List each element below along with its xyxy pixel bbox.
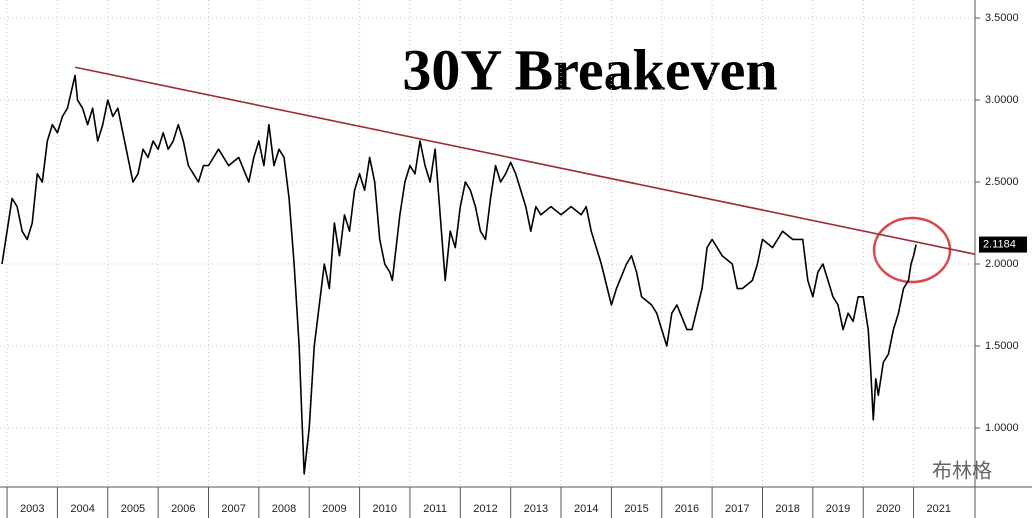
y-tick-label: 3.0000 (985, 94, 1019, 106)
x-tick-label: 2010 (373, 503, 397, 515)
x-tick-label: 2018 (775, 503, 799, 515)
x-tick-label: 2012 (473, 503, 497, 515)
x-tick-label: 2016 (675, 503, 699, 515)
x-tick-label: 2009 (322, 503, 346, 515)
x-tick-label: 2017 (725, 503, 749, 515)
x-tick-label: 2008 (272, 503, 296, 515)
x-tick-label: 2011 (423, 503, 447, 515)
trend-line (74, 66, 976, 255)
y-tick-label: 1.0000 (985, 422, 1019, 434)
x-tick-label: 2019 (826, 503, 850, 515)
data-line (1, 74, 917, 475)
last-value-box (979, 236, 1027, 253)
watermark: 布林格 (932, 459, 992, 483)
last-value-label: 2.1184 (983, 238, 1016, 250)
x-tick-label: 2006 (171, 503, 195, 515)
x-tick-label: 2021 (926, 503, 950, 515)
x-tick-label: 2007 (221, 503, 245, 515)
x-tick-label: 2014 (574, 503, 598, 515)
x-tick-label: 2013 (524, 503, 548, 515)
chart-title: 30Y Breakeven (402, 37, 777, 102)
y-tick-label: 3.5000 (985, 12, 1019, 24)
x-tick-label: 2005 (121, 503, 145, 515)
x-tick-label: 2020 (876, 503, 900, 515)
y-tick-label: 2.5000 (985, 176, 1019, 188)
x-tick-label: 2004 (70, 503, 94, 515)
highlight-circle (872, 216, 952, 284)
x-tick-label: 2015 (624, 503, 648, 515)
y-tick-label: 2.0000 (985, 258, 1019, 270)
y-tick-label: 1.5000 (985, 340, 1019, 352)
x-tick-label: 2003 (20, 503, 44, 515)
